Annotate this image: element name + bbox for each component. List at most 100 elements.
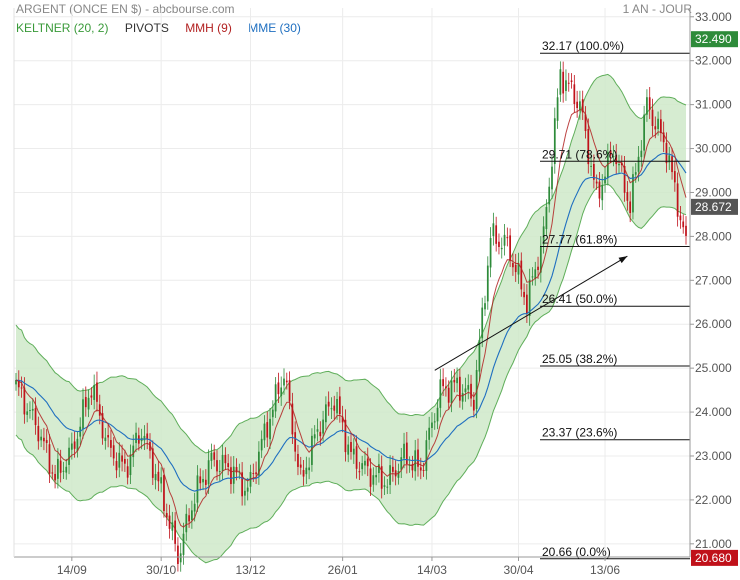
candle-body [347, 444, 350, 455]
candle-body [263, 423, 266, 441]
legend-mmh[interactable]: MMH (9) [185, 21, 232, 35]
candle-body [302, 470, 305, 477]
candle-body [514, 264, 517, 273]
candle-body [146, 433, 149, 440]
candle-body [534, 269, 537, 280]
candle-body [40, 436, 42, 441]
candle-body [397, 471, 400, 478]
y-tick-label: 25.000 [695, 361, 732, 375]
candle-body [475, 370, 478, 410]
candle-body [542, 226, 545, 245]
candle-body [380, 466, 383, 489]
candle-body [506, 237, 509, 239]
candle-body [258, 451, 260, 476]
candle-body [294, 432, 297, 452]
candle-body [417, 449, 419, 467]
candle-body [17, 379, 20, 388]
y-tick-label: 30.000 [695, 142, 732, 156]
candle-body [319, 431, 322, 437]
candle-body [327, 401, 330, 407]
keltner-fill [16, 74, 686, 563]
candle-body [422, 469, 425, 471]
candle-body [157, 471, 160, 482]
y-tick-label: 32.000 [695, 54, 732, 68]
candle-body [503, 234, 506, 246]
candle-body [553, 118, 556, 165]
x-tick-label: 13/12 [235, 563, 265, 577]
candle-body [336, 398, 338, 414]
period-label[interactable]: 1 AN - JOUR [622, 2, 692, 16]
candle-body [442, 379, 444, 387]
candle-body [517, 263, 520, 275]
candle-body [439, 379, 442, 408]
legend-mme[interactable]: MME (30) [248, 21, 301, 35]
y-tick-label: 22.000 [695, 493, 732, 507]
candle-body [160, 477, 163, 484]
candle-body [498, 241, 500, 247]
candle-body [68, 447, 70, 465]
candle-body [657, 118, 659, 130]
candle-body [531, 276, 534, 278]
candle-body [445, 386, 447, 389]
candle-body [450, 380, 453, 404]
candle-body [392, 466, 394, 472]
candle-body [330, 408, 333, 410]
y-tick-label: 21.000 [695, 537, 732, 551]
candle-body [364, 460, 366, 466]
candle-body [76, 438, 79, 451]
candle-body [386, 486, 389, 488]
candle-body [595, 181, 598, 184]
trendline-arrow [618, 256, 628, 264]
candle-body [350, 442, 352, 452]
y-tick-label: 26.000 [695, 317, 732, 331]
candle-body [668, 155, 671, 163]
candle-body [431, 422, 433, 428]
candle-body [297, 453, 299, 467]
candle-body [626, 192, 629, 201]
candle-body [378, 464, 380, 474]
candle-body [526, 294, 528, 314]
candle-body [590, 165, 592, 167]
candle-body [104, 437, 107, 441]
candle-body [255, 472, 257, 475]
candle-body [651, 109, 654, 126]
candle-body [492, 223, 495, 237]
candle-body [115, 461, 118, 471]
candle-body [288, 380, 291, 402]
candle-body [168, 515, 171, 529]
candle-body [573, 84, 576, 105]
legend-pivots[interactable]: PIVOTS [124, 21, 169, 35]
mme-line [15, 152, 687, 492]
candle-body [570, 80, 573, 83]
candle-body [313, 434, 316, 439]
candle-body [20, 387, 23, 389]
y-tick-label: 23.000 [695, 449, 732, 463]
candle-body [565, 80, 567, 91]
x-tick-label: 14/03 [417, 563, 447, 577]
candle-body [581, 99, 584, 113]
candle-body [425, 440, 428, 471]
candle-body [685, 225, 687, 236]
candle-body [623, 165, 626, 193]
candle-body [283, 378, 285, 386]
candle-body [244, 490, 246, 496]
candle-body [612, 155, 615, 157]
candle-body [171, 522, 174, 531]
price-badges: 32.490 28.672 20.680 [691, 31, 738, 566]
candle-body [671, 156, 673, 173]
candle-body [419, 467, 422, 471]
candle-body [361, 463, 364, 470]
candle-body [266, 422, 269, 438]
candle-body [372, 475, 375, 485]
candle-body [235, 467, 238, 473]
candle-body [34, 408, 37, 426]
candle-body [615, 154, 618, 165]
legend-keltner[interactable]: KELTNER (20, 2) [16, 21, 109, 35]
candle-body [537, 266, 539, 270]
candle-body [567, 82, 570, 84]
candle-body [609, 150, 612, 156]
candle-body [305, 467, 308, 475]
candle-body [51, 472, 54, 474]
candle-body [576, 101, 578, 109]
